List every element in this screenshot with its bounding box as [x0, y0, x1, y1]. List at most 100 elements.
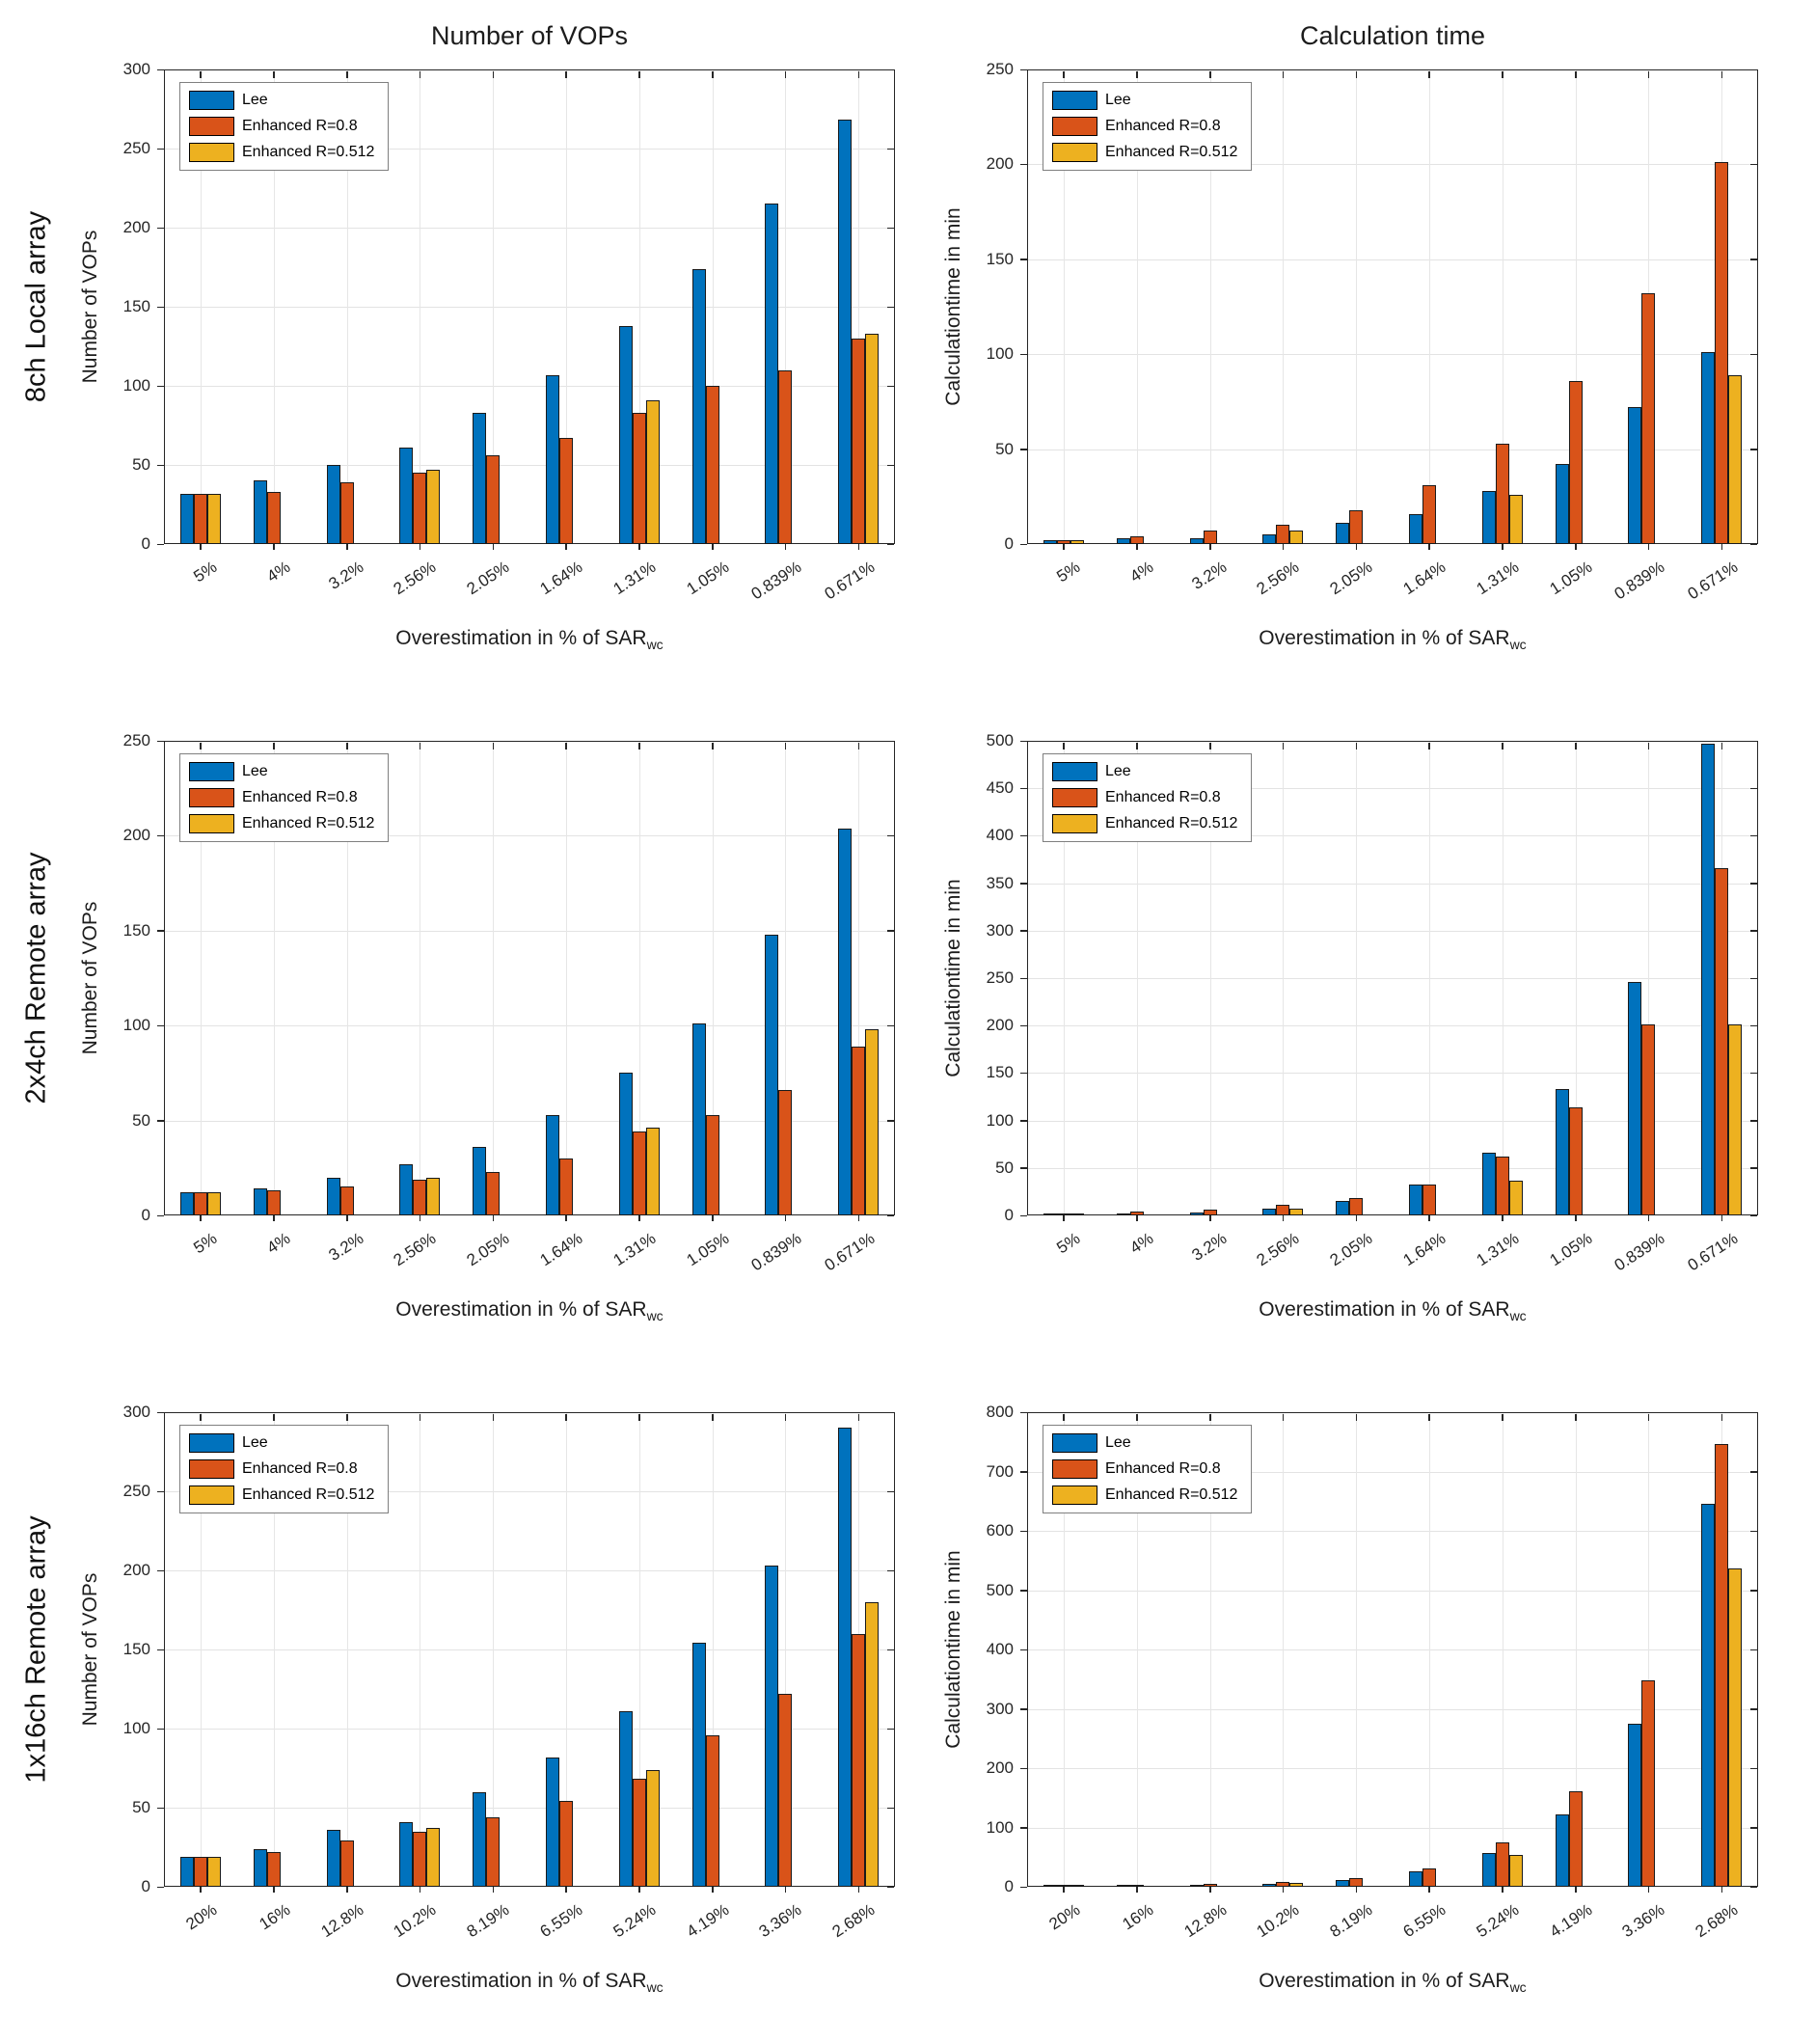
legend-label: Enhanced R=0.8 [242, 789, 358, 805]
legend-swatch-icon [1052, 1485, 1097, 1505]
x-tick-mark [784, 1887, 787, 1893]
gridline-x [638, 1413, 640, 1886]
chart-panel-r2-c1: 0 100 200 300 400 500 600 700 800 20% 16% 12.8% 10.2… [931, 1360, 1794, 2031]
x-tick-mark [1209, 1413, 1211, 1421]
bar-s2-g9 [1728, 1567, 1743, 1887]
y-axis-label: Number of VOPs [79, 901, 101, 1055]
y-tick-mark [886, 1886, 894, 1888]
row-label: 2x4ch Remote array [20, 852, 52, 1104]
y-tick-mark [1020, 1708, 1027, 1710]
x-tick-mark [1502, 1887, 1503, 1893]
y-tick-mark [1749, 787, 1757, 790]
y-tick-mark [1749, 1767, 1757, 1769]
gridline-x [565, 1413, 567, 1886]
x-axis-label: Overestimation in % of SARwc [1027, 1298, 1758, 1323]
x-tick-mark [1355, 544, 1358, 550]
legend-swatch-icon [189, 788, 234, 807]
chart-panel-r0-c1: Calculation time 0 50 100 150 200 250 5% 4% 3.2% 2… [931, 8, 1794, 689]
y-tick-mark [886, 1490, 894, 1492]
bar-s0-g9 [838, 120, 853, 544]
y-tick-mark [157, 1569, 164, 1571]
legend-swatch-icon [1052, 788, 1097, 807]
gridline-x [1428, 742, 1430, 1214]
y-tick-label: 0 [1004, 534, 1014, 553]
y-tick-mark [1020, 1827, 1027, 1829]
gridline-x [1428, 70, 1430, 543]
x-tick-mark [1209, 1887, 1211, 1893]
bar-s0-g4 [473, 1791, 487, 1887]
gridline-y [164, 1649, 895, 1650]
bar-s2-g6 [1508, 494, 1523, 544]
y-tick-mark [1020, 1471, 1027, 1473]
gridline-y [1027, 259, 1758, 260]
x-tick-mark [492, 70, 495, 78]
legend-label: Enhanced R=0.512 [1105, 144, 1238, 160]
bar-s0-g7 [691, 1023, 706, 1215]
bar-s1-g5 [558, 1801, 573, 1887]
gridline-y [164, 1025, 895, 1027]
x-tick-mark [419, 1887, 421, 1893]
x-tick-mark [638, 742, 640, 749]
bar-s1-g9 [1715, 867, 1729, 1215]
bar-s2-g6 [645, 1769, 660, 1887]
legend-swatch-icon [189, 1485, 234, 1505]
gridline-x [493, 1413, 495, 1886]
y-tick-mark [1749, 1530, 1757, 1532]
gridline-x [273, 742, 275, 1214]
legend-label: Enhanced R=0.8 [1105, 789, 1221, 805]
x-tick-mark [1355, 1887, 1358, 1893]
gridline-x [346, 70, 348, 543]
legend-item-1: Enhanced R=0.8 [189, 117, 374, 136]
x-tick-mark [1428, 742, 1430, 749]
legend-item-2: Enhanced R=0.512 [1052, 1485, 1237, 1505]
x-axis-label-subscript: wc [646, 1308, 664, 1324]
gridline-y [164, 1570, 895, 1571]
x-tick-mark [1720, 1215, 1723, 1221]
y-tick-mark [157, 464, 164, 466]
bar-s1-g9 [852, 1633, 866, 1887]
gridline-y [164, 228, 895, 229]
gridline-y [1027, 1590, 1758, 1592]
bar-s1-g5 [558, 438, 573, 544]
gridline-x [1428, 1413, 1430, 1886]
bar-s1-g1 [1129, 1212, 1144, 1215]
x-axis-label-text: Overestimation in % of SAR [1259, 1298, 1510, 1321]
bar-s0-g7 [691, 1643, 706, 1887]
y-axis-label: Number of VOPs [79, 230, 101, 384]
y-tick-label: 100 [122, 1719, 150, 1737]
x-tick-mark [1502, 742, 1503, 749]
x-tick-mark [419, 1413, 421, 1421]
x-tick-mark [857, 1413, 860, 1421]
bar-s1-g4 [486, 1816, 501, 1887]
bar-s1-g6 [632, 1131, 646, 1215]
figure-row-0: 8ch Local array Number of VOPs 0 50 100 150 20… [6, 8, 1815, 689]
bar-s2-g6 [645, 399, 660, 544]
gridline-y [1027, 1768, 1758, 1769]
x-tick-mark [346, 1887, 348, 1893]
row-label: 8ch Local array [20, 210, 52, 403]
bar-s1-g4 [486, 455, 501, 544]
y-tick-label: 350 [986, 873, 1014, 892]
legend-item-1: Enhanced R=0.8 [189, 1459, 374, 1479]
y-tick-label: 200 [122, 218, 150, 236]
y-tick-mark [157, 1649, 164, 1650]
y-tick-mark [157, 543, 164, 545]
x-tick-mark [1136, 742, 1138, 749]
x-tick-mark [1575, 742, 1577, 749]
bar-s0-g8 [765, 934, 779, 1215]
plot-area [1027, 741, 1758, 1215]
gridline-x [1063, 742, 1065, 1214]
x-tick-mark [492, 1413, 495, 1421]
x-tick-mark [1502, 1215, 1503, 1221]
x-tick-mark [1063, 742, 1065, 749]
bar-s1-g2 [1203, 1210, 1217, 1215]
y-tick-mark [1020, 353, 1027, 356]
bar-s2-g9 [865, 1029, 880, 1215]
x-tick-mark [1502, 544, 1503, 550]
x-tick-mark [346, 742, 348, 749]
gridline-y [1027, 930, 1758, 932]
gridline-x [1136, 1413, 1138, 1886]
bar-s0-g2 [326, 1177, 340, 1215]
x-tick-mark [1647, 1887, 1650, 1893]
y-tick-mark [886, 1024, 894, 1027]
